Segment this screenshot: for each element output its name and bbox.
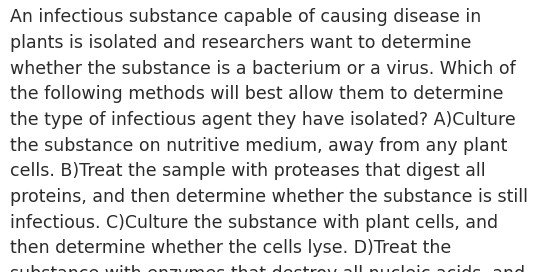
Text: An infectious substance capable of causing disease in plants is isolated and res: An infectious substance capable of causi… [10,8,528,272]
